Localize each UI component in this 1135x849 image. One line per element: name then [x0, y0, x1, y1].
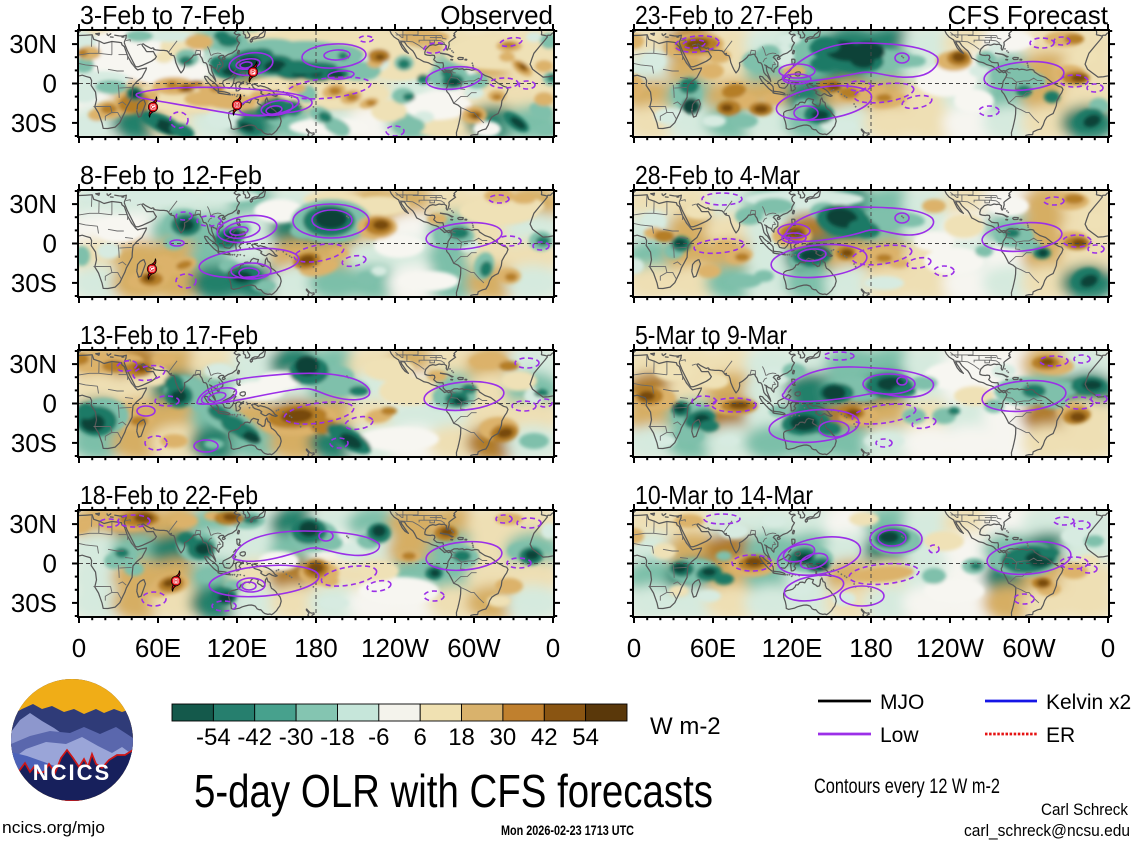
svg-text:CFS Forecast: CFS Forecast	[948, 0, 1109, 30]
svg-text:Mon 2026-02-23 1713 UTC: Mon 2026-02-23 1713 UTC	[501, 822, 634, 838]
svg-text:6: 6	[414, 724, 427, 751]
svg-text:13-Feb to 17-Feb: 13-Feb to 17-Feb	[80, 320, 258, 350]
svg-text:P: P	[251, 70, 255, 76]
svg-text:0: 0	[72, 633, 86, 663]
svg-text:30N: 30N	[9, 349, 57, 379]
svg-text:18-Feb to 22-Feb: 18-Feb to 22-Feb	[80, 480, 258, 510]
svg-text:30S: 30S	[11, 428, 57, 458]
svg-text:M: M	[235, 103, 239, 109]
svg-text:0: 0	[43, 69, 57, 99]
svg-text:42: 42	[531, 724, 558, 751]
svg-text:30: 30	[490, 724, 517, 751]
svg-text:W m-2: W m-2	[650, 713, 721, 740]
svg-text:120W: 120W	[361, 633, 429, 663]
svg-text:0: 0	[546, 633, 560, 663]
svg-text:8-Feb to 12-Feb: 8-Feb to 12-Feb	[80, 160, 262, 190]
svg-text:60E: 60E	[690, 633, 736, 663]
svg-text:28-Feb to 4-Mar: 28-Feb to 4-Mar	[635, 160, 800, 190]
svg-text:60W: 60W	[1002, 633, 1056, 663]
svg-text:-6: -6	[368, 724, 389, 751]
svg-text:54: 54	[572, 724, 599, 751]
svg-text:-42: -42	[237, 724, 272, 751]
svg-text:Carl Schreck: Carl Schreck	[1041, 801, 1129, 819]
svg-text:NCICS: NCICS	[33, 760, 111, 785]
svg-text:10-Mar to 14-Mar: 10-Mar to 14-Mar	[635, 480, 813, 510]
svg-text:5-Mar to 9-Mar: 5-Mar to 9-Mar	[635, 320, 787, 350]
svg-text:30N: 30N	[9, 29, 57, 59]
svg-text:Kelvin x2: Kelvin x2	[1046, 691, 1131, 714]
svg-text:G: G	[150, 267, 154, 273]
svg-text:30N: 30N	[9, 189, 57, 219]
svg-text:MJO: MJO	[880, 691, 924, 714]
svg-text:3-Feb to 7-Feb: 3-Feb to 7-Feb	[80, 0, 245, 30]
svg-text:ER: ER	[1046, 724, 1075, 747]
svg-text:30N: 30N	[9, 509, 57, 539]
svg-text:-18: -18	[320, 724, 355, 751]
svg-text:120E: 120E	[207, 633, 268, 663]
svg-text:ncics.org/mjo: ncics.org/mjo	[2, 819, 105, 837]
svg-text:Observed: Observed	[440, 0, 553, 30]
svg-text:Low: Low	[880, 724, 919, 747]
svg-text:0: 0	[43, 229, 57, 259]
svg-text:180: 180	[294, 633, 337, 663]
svg-text:-54: -54	[196, 724, 231, 751]
svg-text:-30: -30	[279, 724, 314, 751]
svg-text:Contours every 12 W m-2: Contours every 12 W m-2	[814, 775, 1000, 798]
svg-text:0: 0	[627, 633, 641, 663]
svg-text:0: 0	[1101, 633, 1115, 663]
svg-text:5-day OLR with CFS forecasts: 5-day OLR with CFS forecasts	[194, 765, 713, 817]
svg-text:30S: 30S	[11, 588, 57, 618]
svg-text:18: 18	[448, 724, 475, 751]
svg-text:30S: 30S	[11, 108, 57, 138]
svg-text:60E: 60E	[135, 633, 181, 663]
svg-text:H: H	[174, 579, 178, 585]
svg-text:0: 0	[43, 389, 57, 419]
svg-text:60W: 60W	[447, 633, 501, 663]
svg-text:23-Feb to 27-Feb: 23-Feb to 27-Feb	[635, 0, 813, 30]
svg-text:120W: 120W	[916, 633, 984, 663]
svg-text:G: G	[151, 105, 155, 111]
svg-text:30S: 30S	[11, 268, 57, 298]
svg-text:120E: 120E	[762, 633, 823, 663]
svg-text:0: 0	[43, 549, 57, 579]
svg-text:180: 180	[849, 633, 892, 663]
svg-text:carl_schreck@ncsu.edu: carl_schreck@ncsu.edu	[964, 822, 1130, 840]
